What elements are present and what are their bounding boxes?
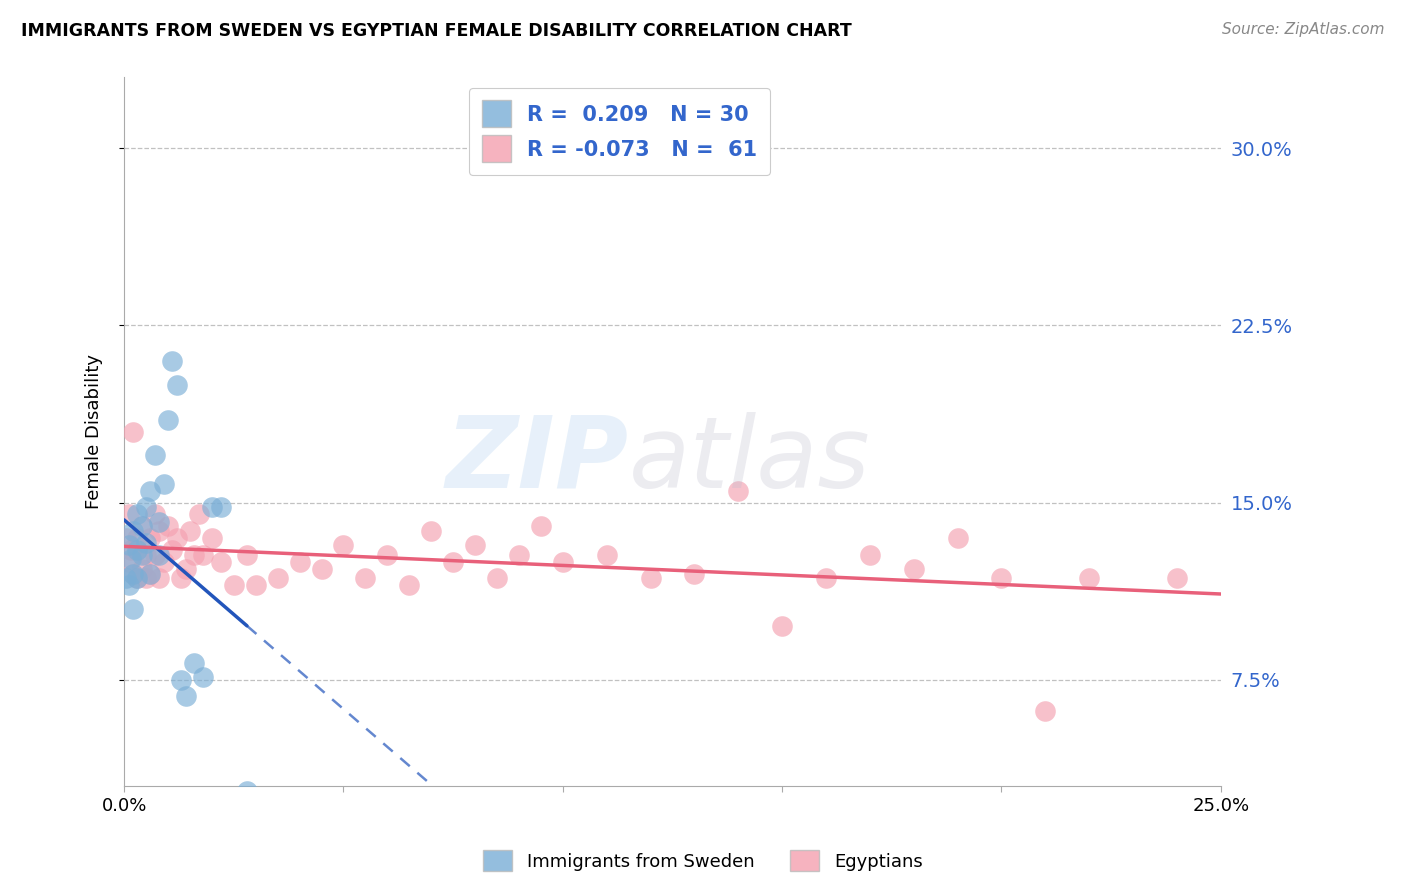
Legend: R =  0.209   N = 30, R = -0.073   N =  61: R = 0.209 N = 30, R = -0.073 N = 61 (470, 87, 770, 175)
Point (187, 508, 209, 522)
Point (148, 571, 170, 585)
Point (170, 673, 193, 687)
Point (131, 548, 153, 562)
Point (127, 571, 149, 585)
Point (122, 524, 145, 538)
Point (148, 515, 170, 529)
Point (398, 578, 420, 592)
Point (727, 483, 749, 498)
Point (236, 548, 259, 562)
Point (120, 542, 142, 557)
Point (222, 578, 245, 592)
Point (127, 542, 149, 557)
Point (143, 508, 166, 522)
Point (166, 377, 188, 392)
Point (814, 571, 837, 585)
Point (441, 555, 464, 569)
Point (156, 519, 179, 533)
Text: Source: ZipAtlas.com: Source: ZipAtlas.com (1222, 22, 1385, 37)
Point (266, 571, 288, 585)
Point (127, 531, 149, 545)
Point (127, 508, 149, 522)
Point (122, 566, 145, 581)
Point (508, 548, 530, 562)
Point (1078, 571, 1101, 585)
Point (174, 690, 197, 704)
Point (162, 354, 184, 368)
Point (464, 538, 486, 552)
Point (1166, 571, 1188, 585)
Point (122, 425, 145, 439)
Text: IMMIGRANTS FROM SWEDEN VS EGYPTIAN FEMALE DISABILITY CORRELATION CHART: IMMIGRANTS FROM SWEDEN VS EGYPTIAN FEMAL… (21, 22, 852, 40)
Point (485, 571, 508, 585)
Point (117, 555, 139, 569)
Point (903, 562, 925, 576)
Point (174, 562, 197, 576)
Point (156, 413, 179, 427)
Point (131, 519, 153, 533)
Point (375, 548, 398, 562)
Point (127, 542, 149, 557)
Point (139, 531, 162, 545)
Text: ZIP: ZIP (446, 411, 628, 508)
Point (122, 602, 145, 616)
Point (139, 566, 162, 581)
Point (1033, 704, 1056, 718)
Point (139, 483, 162, 498)
Point (530, 519, 553, 533)
Point (152, 555, 174, 569)
Text: atlas: atlas (628, 411, 870, 508)
Point (946, 531, 969, 545)
Point (551, 555, 574, 569)
Point (191, 548, 214, 562)
Point (117, 538, 139, 552)
Point (139, 566, 162, 581)
Point (170, 571, 193, 585)
Point (117, 508, 139, 522)
Point (332, 538, 354, 552)
Point (162, 542, 184, 557)
Point (135, 500, 157, 515)
Point (148, 524, 170, 538)
Point (201, 500, 224, 515)
Point (135, 536, 157, 550)
Point (135, 571, 157, 585)
Point (122, 566, 145, 581)
Point (115, 531, 138, 545)
Point (117, 578, 139, 592)
Point (131, 519, 153, 533)
Point (135, 548, 157, 562)
Point (311, 562, 333, 576)
Point (166, 531, 188, 545)
Point (245, 578, 267, 592)
Point (115, 571, 138, 585)
Point (288, 555, 311, 569)
Point (183, 548, 205, 562)
Point (120, 552, 142, 566)
Legend: Immigrants from Sweden, Egyptians: Immigrants from Sweden, Egyptians (477, 843, 929, 879)
Point (420, 524, 443, 538)
Point (354, 571, 377, 585)
Point (191, 671, 214, 685)
Y-axis label: Female Disability: Female Disability (86, 354, 103, 509)
Point (209, 555, 232, 569)
Point (183, 657, 205, 671)
Point (770, 618, 793, 632)
Point (143, 548, 166, 562)
Point (148, 548, 170, 562)
Point (131, 562, 153, 576)
Point (990, 571, 1012, 585)
Point (152, 476, 174, 491)
Point (595, 548, 617, 562)
Point (143, 449, 166, 463)
Point (859, 548, 882, 562)
Point (179, 524, 201, 538)
Point (127, 571, 149, 585)
Point (201, 531, 224, 545)
Point (640, 571, 662, 585)
Point (236, 784, 259, 798)
Point (683, 566, 706, 581)
Point (209, 500, 232, 515)
